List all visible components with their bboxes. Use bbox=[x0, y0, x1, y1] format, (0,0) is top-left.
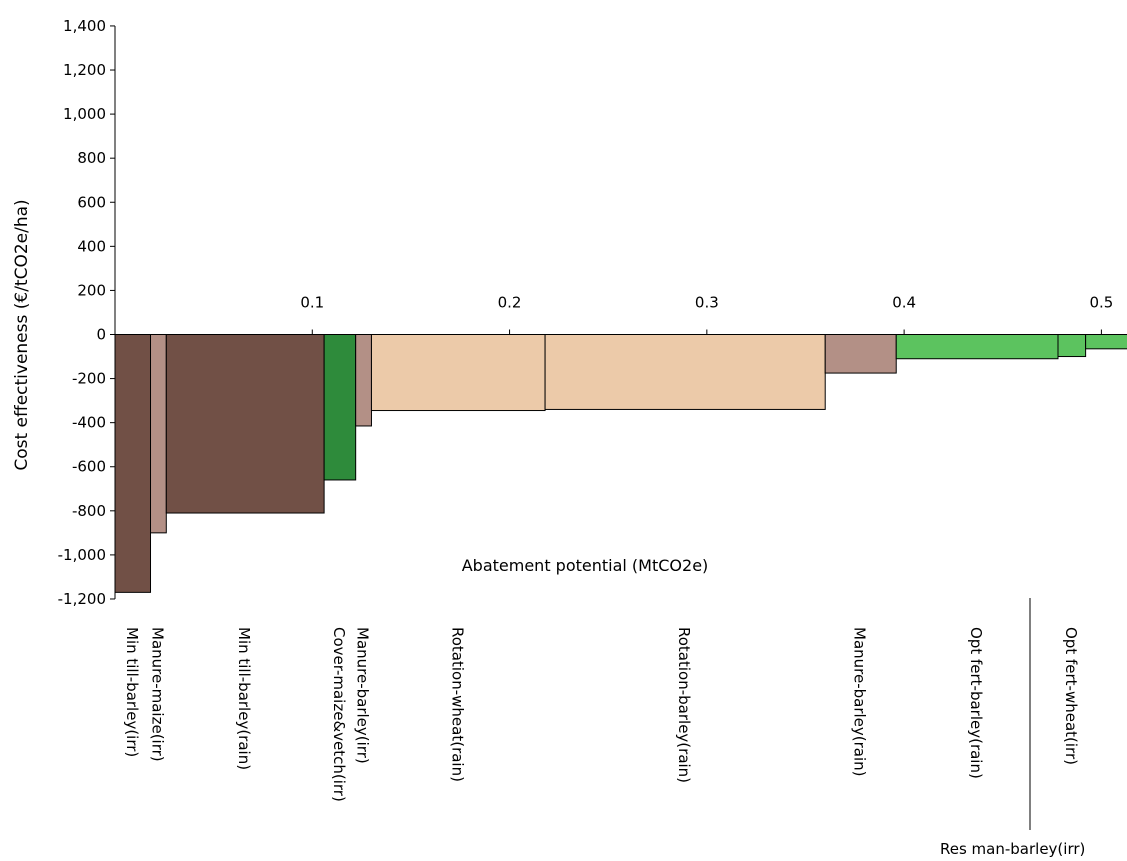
y-tick-label: -1,200 bbox=[58, 590, 106, 608]
bar-label: Res man-barley(irr) bbox=[940, 840, 1085, 858]
x-tick-label: 0.4 bbox=[892, 294, 916, 312]
bar-label: Opt fert-barley(rain) bbox=[967, 627, 985, 779]
bar-label: Cover-maize&vetch(irr) bbox=[330, 627, 348, 802]
y-tick-label: -600 bbox=[72, 458, 106, 476]
bar-label: Manure-maize(irr) bbox=[148, 627, 166, 762]
y-tick-label: 600 bbox=[77, 193, 106, 211]
bar-8 bbox=[895, 334, 1059, 360]
y-axis-label: Cost effectiveness (€/tCO2e/ha) bbox=[12, 199, 32, 470]
bars-group bbox=[114, 334, 1127, 593]
y-tick-label: 1,000 bbox=[63, 105, 106, 123]
bar-6 bbox=[544, 334, 826, 410]
y-tick-label: -200 bbox=[72, 370, 106, 388]
bar-7 bbox=[824, 334, 897, 374]
bar-9 bbox=[1057, 334, 1087, 358]
x-axis-label: Abatement potential (MtCO2e) bbox=[462, 556, 709, 575]
y-tick-label: 0 bbox=[96, 326, 106, 344]
x-tick-label: 0.5 bbox=[1089, 294, 1113, 312]
bar-label: Manure-barley(rain) bbox=[851, 627, 869, 777]
x-ticks: 0.10.20.30.40.50.60.70.80.91.01.11.21.31… bbox=[300, 294, 1113, 335]
y-ticks: -1,200 -1,000 -800 -600 -400 -200 0 200 400 600 80… bbox=[58, 17, 115, 608]
bar-label: Min till-barley(irr) bbox=[123, 627, 141, 757]
bar-10 bbox=[1085, 334, 1127, 350]
bar-3 bbox=[323, 334, 357, 481]
y-tick-label: -400 bbox=[72, 414, 106, 432]
x-tick-label: 0.1 bbox=[300, 294, 324, 312]
y-tick-label: 200 bbox=[77, 281, 106, 299]
y-tick-label: 800 bbox=[77, 149, 106, 167]
bar-5 bbox=[370, 334, 546, 412]
y-tick-label: -800 bbox=[72, 502, 106, 520]
bar-1 bbox=[150, 334, 167, 534]
y-tick-label: -1,000 bbox=[58, 546, 106, 564]
bar-4 bbox=[355, 334, 372, 427]
y-tick-label: 1,200 bbox=[63, 61, 106, 79]
x-tick-label: 0.3 bbox=[695, 294, 719, 312]
y-tick-label: 400 bbox=[77, 237, 106, 255]
bar-label: Opt fert-wheat(irr) bbox=[1062, 627, 1080, 765]
bar-label: Manure-barley(irr) bbox=[354, 627, 372, 764]
bar-0 bbox=[114, 334, 152, 593]
bar-label: Rotation-barley(rain) bbox=[675, 627, 693, 783]
bar-2 bbox=[165, 334, 325, 514]
y-tick-label: 1,400 bbox=[63, 17, 106, 35]
bar-label: Min till-barley(rain) bbox=[235, 627, 253, 770]
bar-label: Rotation-wheat(rain) bbox=[448, 627, 466, 782]
x-tick-label: 0.2 bbox=[498, 294, 522, 312]
bar-labels: Min till-barley(irr) Manure-maize(irr) Min… bbox=[123, 627, 1127, 858]
